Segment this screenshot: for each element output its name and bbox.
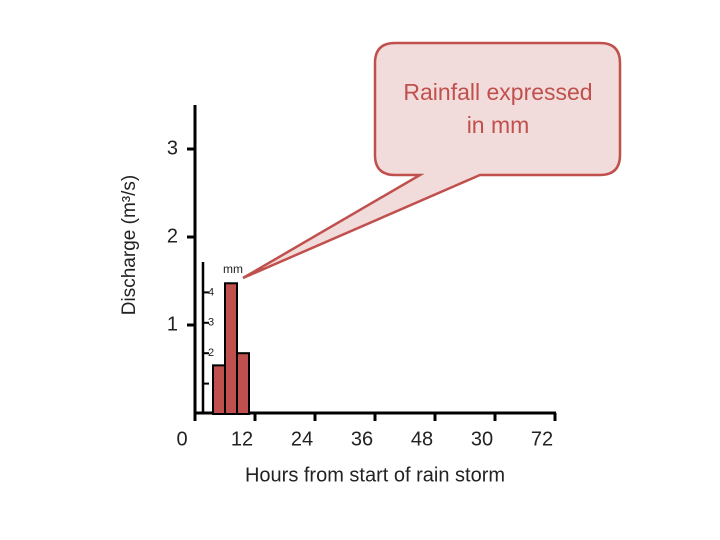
x-tick-label: 72 xyxy=(531,428,553,450)
rainfall-bar xyxy=(236,352,250,416)
y-axis-label: Discharge (m³/s) xyxy=(119,175,140,315)
x-tick-label: 30 xyxy=(471,428,493,450)
x-tick-label: 48 xyxy=(411,428,433,450)
x-axis-label: Hours from start of rain storm xyxy=(245,464,505,486)
callout-text: Rainfall expressed xyxy=(403,79,592,105)
rainfall-unit: mm xyxy=(223,262,243,276)
rainfall-tick-label: 2 xyxy=(208,347,214,359)
x-tick-label: 24 xyxy=(291,428,313,450)
rainfall-bar xyxy=(224,282,238,415)
y-tick-label: 3 xyxy=(167,137,178,159)
x-tick-label: 12 xyxy=(231,428,253,450)
callout-text: in mm xyxy=(467,112,530,138)
rainfall-bar xyxy=(212,364,226,415)
rainfall-tick-label: 3 xyxy=(208,317,214,329)
rainfall-tick-label: 4 xyxy=(208,286,214,298)
y-tick-label: 2 xyxy=(167,225,178,247)
y-tick-label: 1 xyxy=(167,313,178,335)
x-tick-label: 0 xyxy=(176,428,187,450)
x-tick-label: 36 xyxy=(351,428,373,450)
callout-box xyxy=(242,41,622,280)
